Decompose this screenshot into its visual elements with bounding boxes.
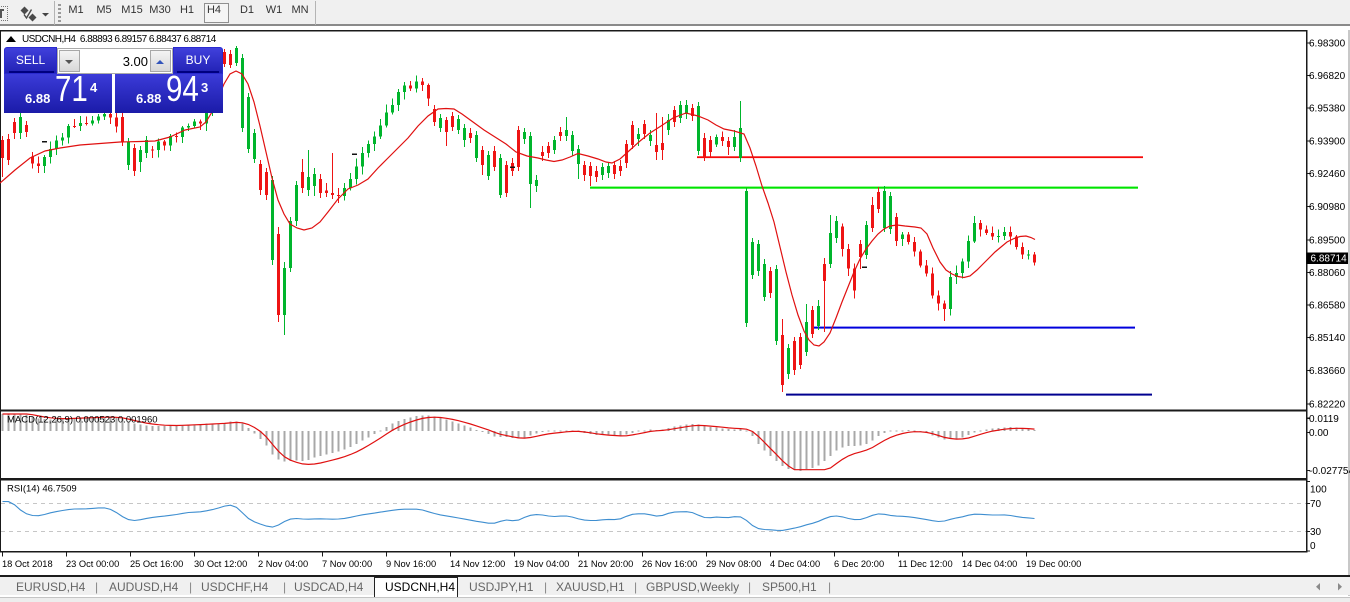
svg-text:6.85140: 6.85140 (1309, 333, 1346, 344)
svg-text:0.0119: 0.0119 (1309, 414, 1339, 425)
svg-text:6.93900: 6.93900 (1309, 137, 1346, 148)
svg-text:0.00: 0.00 (1309, 428, 1329, 439)
svg-text:6.86580: 6.86580 (1309, 301, 1346, 312)
svg-text:6.90980: 6.90980 (1309, 202, 1346, 213)
svg-text:25 Oct 16:00: 25 Oct 16:00 (130, 559, 183, 569)
svg-text:6.92460: 6.92460 (1309, 169, 1346, 180)
svg-text:30 Oct 12:00: 30 Oct 12:00 (194, 559, 247, 569)
svg-text:18 Oct 2018: 18 Oct 2018 (2, 559, 53, 569)
svg-text:7 Nov 00:00: 7 Nov 00:00 (322, 559, 372, 569)
svg-text:100: 100 (1310, 485, 1327, 496)
svg-text:6.88060: 6.88060 (1309, 268, 1346, 279)
svg-text:6.96820: 6.96820 (1309, 71, 1346, 82)
svg-text:11 Dec 12:00: 11 Dec 12:00 (898, 559, 953, 569)
svg-text:2 Nov 04:00: 2 Nov 04:00 (258, 559, 308, 569)
svg-text:RSI(14) 46.7509: RSI(14) 46.7509 (7, 484, 77, 495)
svg-text:70: 70 (1310, 499, 1322, 510)
svg-text:6 Dec 20:00: 6 Dec 20:00 (834, 559, 884, 569)
svg-text:14 Nov 12:00: 14 Nov 12:00 (450, 559, 505, 569)
svg-text:23 Oct 00:00: 23 Oct 00:00 (66, 559, 119, 569)
svg-text:4 Dec 04:00: 4 Dec 04:00 (770, 559, 820, 569)
svg-text:6.83660: 6.83660 (1309, 366, 1346, 377)
svg-text:6.95380: 6.95380 (1309, 104, 1346, 115)
svg-text:6.88714: 6.88714 (1311, 254, 1348, 265)
svg-text:MACD(12,26,9) 0.000523 0.00196: MACD(12,26,9) 0.000523 0.001960 (7, 415, 158, 426)
svg-text:29 Nov 08:00: 29 Nov 08:00 (706, 559, 761, 569)
svg-text:19 Dec 00:00: 19 Dec 00:00 (1026, 559, 1081, 569)
svg-text:6.89500: 6.89500 (1309, 236, 1346, 247)
svg-text:21 Nov 20:00: 21 Nov 20:00 (578, 559, 633, 569)
svg-text:-0.027754: -0.027754 (1309, 466, 1350, 477)
svg-text:19 Nov 04:00: 19 Nov 04:00 (514, 559, 569, 569)
svg-text:30: 30 (1310, 527, 1322, 538)
svg-text:14 Dec 04:00: 14 Dec 04:00 (962, 559, 1017, 569)
svg-text:6.82220: 6.82220 (1309, 400, 1346, 411)
svg-text:0: 0 (1310, 541, 1316, 552)
svg-text:6.98300: 6.98300 (1309, 39, 1346, 50)
svg-text:26 Nov 16:00: 26 Nov 16:00 (642, 559, 697, 569)
svg-text:9 Nov 16:00: 9 Nov 16:00 (386, 559, 436, 569)
